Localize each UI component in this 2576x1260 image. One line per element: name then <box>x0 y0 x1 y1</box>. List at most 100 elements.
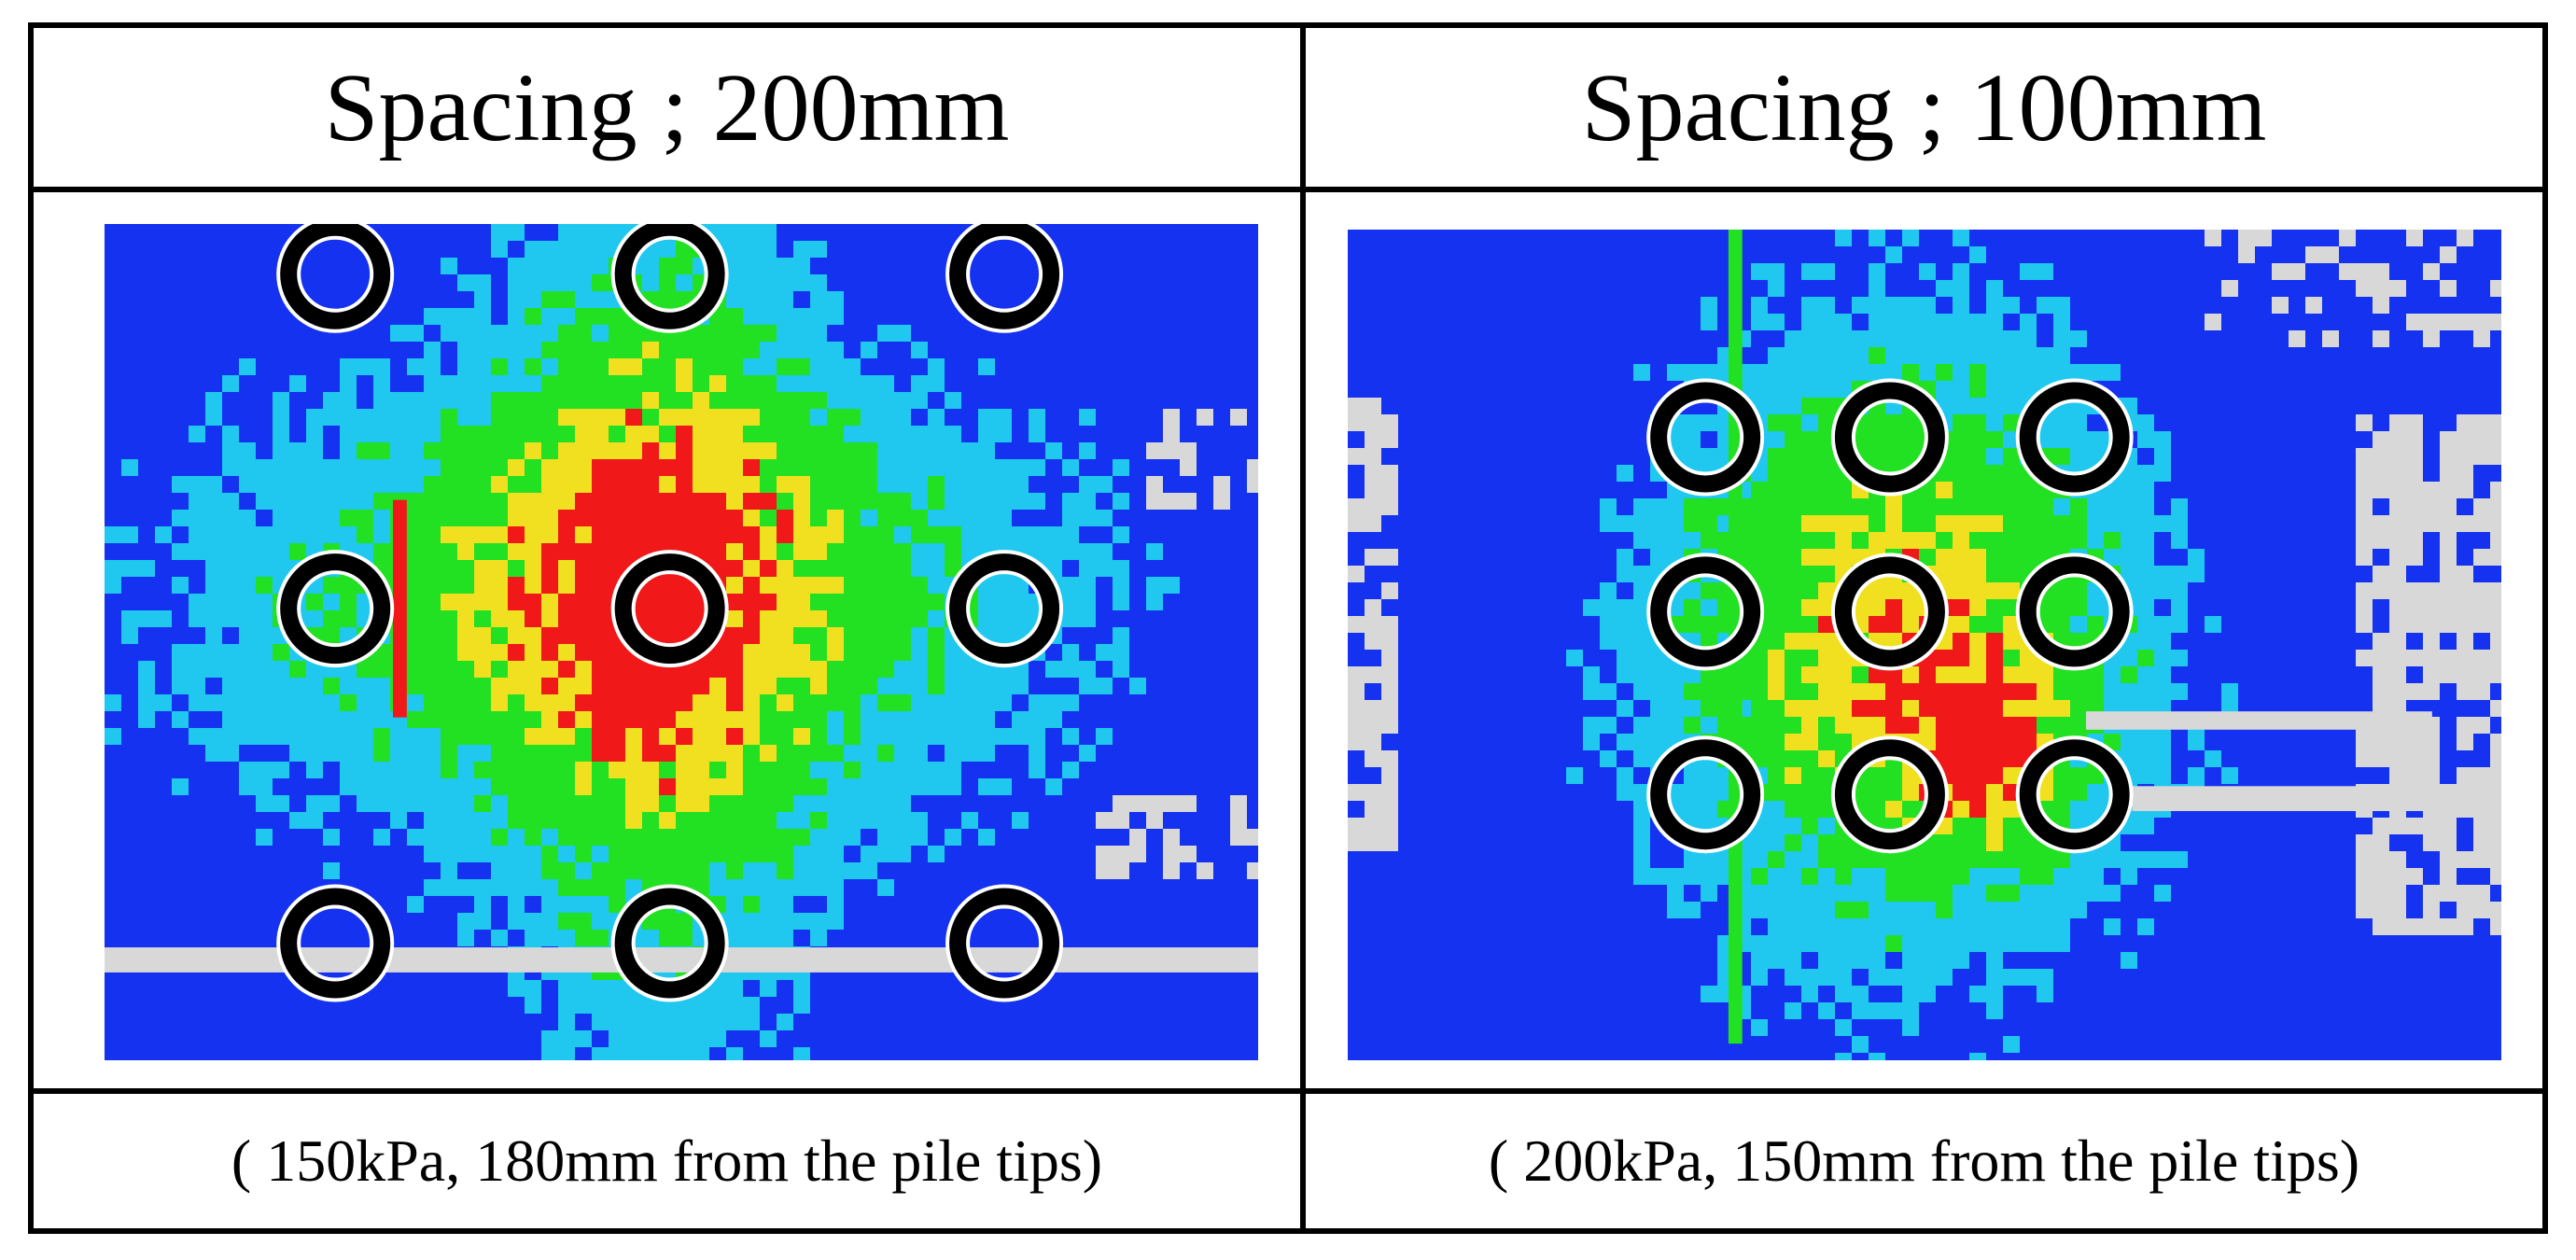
pressure-cell <box>1247 930 1258 947</box>
pressure-cell <box>407 896 425 914</box>
pressure-cell <box>2272 448 2289 466</box>
pressure-cell <box>810 694 828 712</box>
pressure-cell <box>1600 381 1617 399</box>
pressure-cell <box>1600 263 1617 281</box>
pressure-cell <box>1398 582 1416 600</box>
pressure-cell <box>2121 364 2138 382</box>
pressure-cell <box>1230 308 1248 326</box>
pressure-cell <box>793 644 811 662</box>
pressure-cell <box>861 308 878 326</box>
pressure-cell <box>1180 577 1197 595</box>
pressure-cell <box>2272 297 2289 315</box>
pile-circle <box>614 224 725 329</box>
pressure-cell <box>2137 582 2155 600</box>
pressure-cell <box>1096 476 1113 494</box>
pressure-cell <box>2457 230 2474 247</box>
pressure-cell <box>1650 297 1668 315</box>
pressure-cell <box>2171 465 2189 483</box>
pressure-cell <box>1617 515 1634 533</box>
pressure-cell <box>1029 426 1046 443</box>
pressure-cell <box>525 325 542 343</box>
pressure-cell <box>1986 498 2004 516</box>
pressure-cell <box>793 342 811 359</box>
pressure-cell <box>1096 762 1113 779</box>
pressure-cell <box>1381 330 1399 348</box>
right-panel-title: Spacing ; 100mm <box>1581 53 2267 161</box>
pressure-cell <box>1381 297 1399 315</box>
pressure-cell <box>810 510 828 527</box>
pressure-cell <box>642 274 660 292</box>
pressure-cell <box>1465 532 1483 550</box>
pressure-cell <box>1180 846 1197 863</box>
pressure-cell <box>1146 930 1164 947</box>
pressure-cell <box>491 476 509 494</box>
pressure-cell <box>306 392 324 410</box>
pressure-cell <box>625 879 643 897</box>
pressure-cell <box>357 1030 374 1048</box>
pressure-cell <box>239 711 257 729</box>
pressure-cell <box>676 358 693 376</box>
pressure-cell <box>205 896 223 914</box>
pressure-cell <box>155 1014 173 1031</box>
pressure-cell <box>894 762 912 779</box>
pressure-cell <box>1465 280 1483 298</box>
pressure-cell <box>1381 532 1399 550</box>
pressure-cell <box>760 913 777 931</box>
pressure-cell <box>1197 896 1214 914</box>
pressure-cell <box>575 342 593 359</box>
pressure-cell <box>1936 381 1953 399</box>
pressure-cell <box>525 610 542 628</box>
pressure-cell <box>1432 498 1449 516</box>
pressure-cell <box>457 745 475 763</box>
pressure-cell <box>1633 566 1651 583</box>
pressure-cell <box>2389 297 2407 315</box>
pressure-cell <box>2188 297 2205 315</box>
pressure-cell <box>1062 862 1080 880</box>
pressure-cell <box>1600 330 1617 348</box>
pressure-cell <box>1197 543 1214 561</box>
pressure-cell <box>256 325 273 343</box>
pressure-cell <box>1566 431 1584 449</box>
left-pressure-map <box>105 224 1258 1060</box>
pressure-cell <box>541 543 559 561</box>
pressure-cell <box>1919 364 1937 382</box>
pressure-cell <box>2457 515 2474 533</box>
pressure-cell <box>155 342 173 359</box>
pressure-cell <box>525 627 542 645</box>
pressure-cell <box>558 325 576 343</box>
pressure-cell <box>121 678 139 695</box>
pressure-cell <box>525 594 542 611</box>
pressure-cell <box>861 778 878 796</box>
pressure-cell <box>289 325 307 343</box>
pressure-cell <box>2171 364 2189 382</box>
pressure-cell <box>1936 549 1953 567</box>
pressure-cell <box>1163 980 1181 998</box>
pressure-cell <box>1885 431 1903 449</box>
pressure-cell <box>2322 448 2340 466</box>
pressure-cell <box>2305 246 2323 264</box>
pressure-cell <box>1381 515 1399 533</box>
pressure-cell <box>289 997 307 1015</box>
pressure-cell <box>1617 330 1634 348</box>
pressure-cell <box>457 274 475 292</box>
pressure-cell <box>1936 566 1953 583</box>
pressure-cell <box>491 711 509 729</box>
pressure-cell <box>441 560 458 578</box>
pressure-cell <box>2003 448 2021 466</box>
pressure-cell <box>105 510 122 527</box>
pressure-cell <box>541 241 559 259</box>
pressure-cell <box>491 358 509 376</box>
pressure-cell <box>189 762 206 779</box>
pressure-cell <box>256 795 273 813</box>
pressure-cell <box>121 644 139 662</box>
pressure-cell <box>457 577 475 595</box>
pressure-cell <box>2171 566 2189 583</box>
pressure-cell <box>172 762 189 779</box>
pressure-cell <box>2473 465 2491 483</box>
pressure-cell <box>777 510 794 527</box>
pressure-cell <box>726 980 744 998</box>
right-pressure-map <box>1348 230 2501 1060</box>
pressure-cell <box>928 308 945 326</box>
pressure-cell <box>424 560 441 578</box>
pressure-cell <box>1667 280 1685 298</box>
